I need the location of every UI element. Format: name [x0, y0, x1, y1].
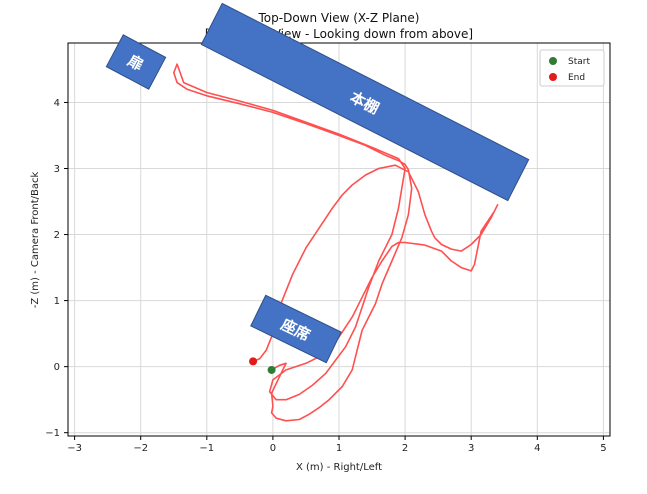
y-tick-label: −1: [45, 428, 60, 439]
y-tick-label: 2: [54, 230, 60, 241]
x-tick-label: −3: [67, 443, 82, 454]
x-tick-label: 5: [600, 443, 606, 454]
marker-layer: [249, 357, 276, 374]
x-tick-label: −1: [199, 443, 214, 454]
legend-start-label: Start: [568, 57, 590, 67]
x-tick-label: −2: [133, 443, 148, 454]
chart-title: Top-Down View (X-Z Plane): [258, 11, 420, 25]
y-axis-label: -Z (m) - Camera Front/Back: [30, 172, 41, 309]
series-layer: [174, 64, 498, 421]
y-tick-label: 0: [54, 362, 60, 373]
y-tick-label: 1: [54, 296, 60, 307]
end-marker: [249, 357, 257, 365]
legend-end-marker: [549, 73, 557, 81]
x-tick-label: 1: [336, 443, 342, 454]
legend: Start End: [540, 50, 604, 86]
x-tick-label: 0: [270, 443, 276, 454]
legend-start-marker: [549, 57, 557, 65]
trajectory-line: [174, 64, 498, 421]
x-tick-label: 3: [468, 443, 474, 454]
y-tick-label: 3: [54, 164, 60, 175]
y-tick-label: 4: [54, 98, 60, 109]
start-marker: [268, 366, 276, 374]
x-tick-label: 4: [534, 443, 540, 454]
legend-end-label: End: [568, 73, 585, 83]
tick-layer: −3 −2 −1 0 1 2 3 4 5 −1 0 1 2 3 4: [45, 98, 606, 454]
x-tick-label: 2: [402, 443, 408, 454]
x-axis-label: X (m) - Right/Left: [296, 462, 382, 473]
